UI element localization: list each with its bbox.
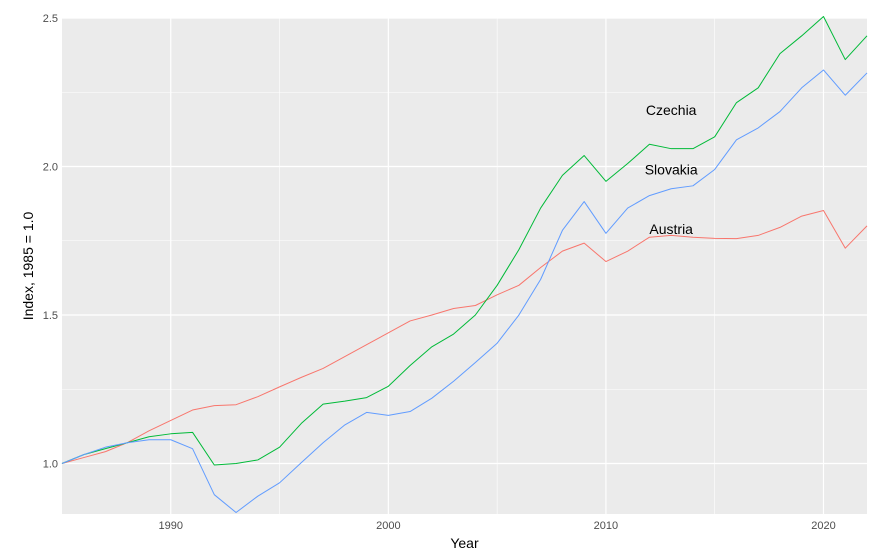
y-tick-label: 1.5 [43,310,58,322]
y-tick-label: 1.0 [43,459,58,471]
y-tick-label: 2.0 [43,162,58,174]
series-label-slovakia: Slovakia [645,161,698,177]
series-label-czechia: Czechia [646,102,697,118]
series-lines [61,16,868,514]
minor-gridlines [62,18,867,514]
series-line-austria [61,209,868,464]
plot-panel [62,18,867,514]
series-line-slovakia [61,69,868,514]
y-axis-ticks: 1.0 1.5 2.0 2.5 [43,13,58,471]
major-gridlines [62,17,867,514]
series-labels: Czechia Slovakia Austria [645,102,698,237]
series-line-czechia [61,16,868,466]
y-tick-label: 2.5 [43,13,58,25]
x-axis-title: Year [450,535,479,551]
y-axis-title: Index, 1985 = 1.0 [20,211,36,320]
x-tick-label: 2010 [594,520,618,532]
x-axis-ticks: 1990 2000 2010 2020 [159,520,836,532]
x-tick-label: 2020 [811,520,835,532]
series-label-austria: Austria [649,221,693,237]
x-tick-label: 2000 [376,520,400,532]
x-tick-label: 1990 [159,520,183,532]
